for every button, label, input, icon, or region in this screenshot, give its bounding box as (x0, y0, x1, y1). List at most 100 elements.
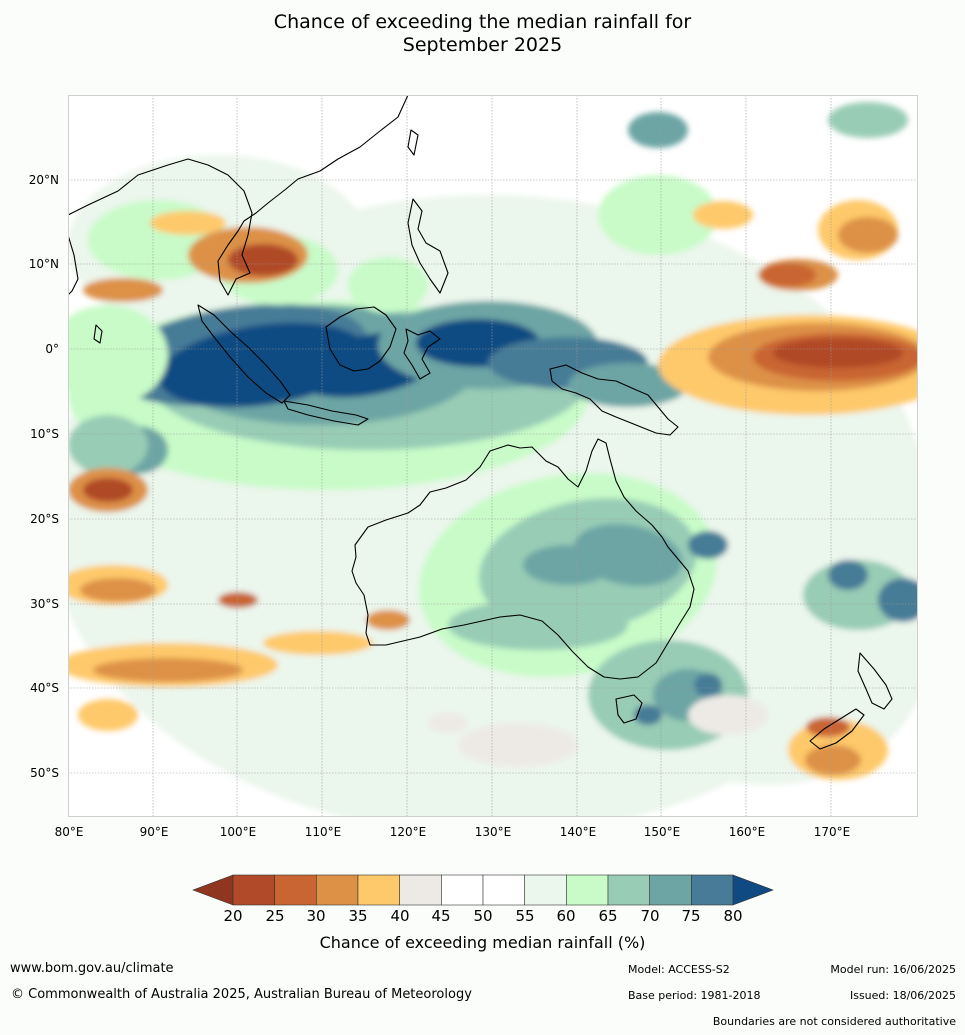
rainfall-map (68, 95, 918, 817)
map-title: Chance of exceeding the median rainfall … (0, 11, 965, 57)
lon-label-150e: 150°E (643, 825, 681, 839)
sulawesi-coastline (403, 328, 441, 380)
probability-region (80, 578, 156, 602)
base-period: Base period: 1981-2018 (628, 989, 761, 1002)
probability-region (68, 305, 168, 405)
probability-region (68, 415, 148, 475)
colorbar (192, 874, 774, 906)
lat-label-30s: 30°S (30, 597, 59, 611)
colorbar-cell (649, 874, 692, 906)
colorbar-cell (441, 874, 484, 906)
probability-region (348, 257, 428, 313)
colorbar-label: Chance of exceeding median rainfall (%) (319, 933, 646, 952)
probability-region (366, 610, 410, 630)
sumatra-coastline (197, 304, 291, 404)
tasmania-coastline (615, 694, 643, 724)
probability-region (428, 713, 468, 733)
colorbar-cell (566, 874, 609, 906)
issued-date: Issued: 18/06/2025 (849, 989, 956, 1002)
model-run-date: Model run: 16/06/2025 (830, 963, 956, 976)
boundaries-disclaimer: Boundaries are not considered authoritat… (712, 1015, 956, 1028)
colorbar-arrow-low (192, 874, 234, 906)
lat-label-10n: 10°N (28, 257, 59, 271)
taiwan-coastline (407, 129, 419, 156)
lon-label-130e: 130°E (474, 825, 512, 839)
probability-region (83, 478, 133, 502)
lat-label-0: 0° (45, 342, 59, 356)
sri-lanka-coastline (93, 324, 103, 344)
colorbar-cell (482, 874, 526, 906)
lon-label-140e: 140°E (559, 825, 597, 839)
colorbar-cell (399, 874, 442, 906)
colorbar-tick-45: 45 (431, 907, 451, 925)
copyright-text: © Commonwealth of Australia 2025, Austra… (11, 987, 472, 1002)
probability-region (694, 673, 722, 697)
probability-region (218, 592, 258, 608)
probability-region (634, 705, 662, 725)
lon-label-160e: 160°E (728, 825, 766, 839)
probability-region (760, 263, 816, 287)
colorbar-tick-60: 60 (556, 907, 576, 925)
new-zealand-north-coastline (857, 652, 893, 710)
colorbar-arrow-high (732, 874, 774, 906)
colorbar-tick-35: 35 (348, 907, 368, 925)
asia-mainland-coastline (68, 95, 409, 296)
probability-region (263, 631, 373, 655)
map-frame (68, 95, 918, 817)
lon-label-110e: 110°E (304, 825, 342, 839)
lat-label-10s: 10°S (30, 427, 59, 441)
colorbar-cell (315, 874, 359, 906)
probability-region (688, 695, 768, 735)
india-coastline (68, 234, 79, 296)
colorbar-tick-65: 65 (598, 907, 618, 925)
lon-label-100e: 100°E (219, 825, 257, 839)
title-line-2: September 2025 (402, 34, 563, 56)
colorbar-tick-50: 50 (473, 907, 493, 925)
lon-label-90e: 90°E (139, 825, 169, 839)
probability-region (78, 699, 138, 731)
java-coastline (283, 400, 369, 426)
lat-label-50s: 50°S (30, 766, 59, 780)
website-link[interactable]: www.bom.gov.au/climate (10, 961, 174, 976)
probability-region (773, 338, 903, 368)
title-line-1: Chance of exceeding the median rainfall … (273, 11, 692, 33)
colorbar-cell (274, 874, 317, 906)
probability-region (573, 523, 683, 587)
new-guinea-coastline (549, 364, 679, 436)
colorbar-tick-75: 75 (681, 907, 701, 925)
colorbar-cell (691, 874, 734, 906)
lon-label-80e: 80°E (54, 825, 84, 839)
probability-region (688, 531, 728, 559)
colorbar-tick-25: 25 (265, 907, 285, 925)
probability-region (568, 363, 688, 407)
probability-region (448, 600, 628, 650)
colorbar-tick-70: 70 (640, 907, 660, 925)
colorbar-tick-80: 80 (723, 907, 743, 925)
lat-label-40s: 40°S (30, 681, 59, 695)
colorbar-cell (607, 874, 651, 906)
probability-region (628, 112, 688, 148)
model-name: Model: ACCESS-S2 (628, 963, 730, 976)
colorbar-cell (524, 874, 567, 906)
probability-region (598, 175, 718, 255)
probability-region (693, 201, 753, 229)
colorbar-tick-40: 40 (390, 907, 410, 925)
probability-region (878, 578, 918, 622)
colorbar-tick-30: 30 (306, 907, 326, 925)
probability-region (838, 217, 898, 253)
probability-region (228, 244, 298, 276)
lon-label-170e: 170°E (813, 825, 851, 839)
colorbar-cell (232, 874, 276, 906)
coastlines (68, 95, 893, 750)
probability-region (83, 278, 163, 302)
probability-region (458, 723, 578, 767)
gridlines (68, 95, 918, 817)
australia-coastline (351, 438, 695, 680)
probability-region (805, 745, 861, 775)
borneo-coastline (325, 306, 397, 372)
colorbar-cell (357, 874, 401, 906)
probability-region (828, 102, 908, 138)
colorbar-tick-20: 20 (223, 907, 243, 925)
lat-label-20s: 20°S (30, 512, 59, 526)
probability-region (150, 211, 226, 235)
